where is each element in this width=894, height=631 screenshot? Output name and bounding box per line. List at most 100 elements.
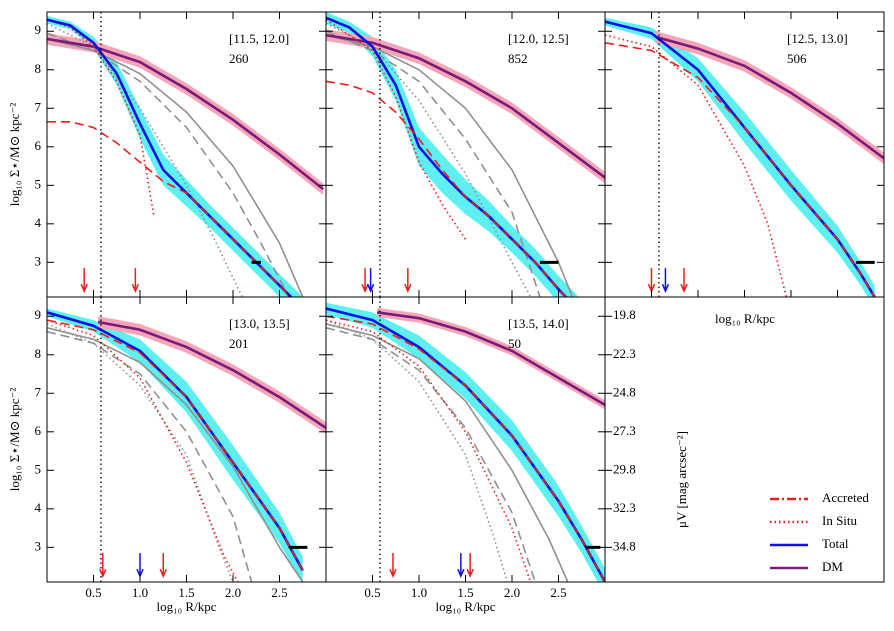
y2-tick-label: 32.3 [613,500,636,515]
x-tick-label: 2.5 [271,585,287,600]
x-tick-label: 2.5 [550,585,566,600]
arrow [680,268,688,294]
x-tick-label: 2.0 [504,585,520,600]
y-tick-label: 3 [35,538,42,553]
panel-label: [13.0, 13.5] [229,316,290,331]
band [326,302,605,582]
y-tick-label: 7 [35,99,42,114]
panel-plot [47,308,326,582]
series-line [326,16,568,297]
series-line [47,38,304,297]
x-tick-label: 0.5 [85,585,101,600]
x-axis-label: log₁₀ R/kpc [715,311,775,326]
y-axis-label: log₁₀ Σ⋆/M⊙ kpc⁻² [7,388,22,492]
series-line [47,327,304,582]
arrow [647,268,656,294]
band [47,308,303,582]
panel-frame [604,296,885,583]
panel-count: 260 [229,51,249,66]
series-line [326,80,568,297]
legend-label: Accreted [822,490,869,505]
y2-axis-label: μV [mag arcsec⁻²] [674,431,689,528]
series-line [326,323,569,582]
arrow [361,268,369,294]
series-line [326,30,541,297]
series-line [47,323,234,582]
x-axis-label: log₁₀ R/kpc [157,599,217,614]
series-line [326,19,467,240]
panel-plot [326,302,605,582]
x-tick-label: 2.0 [225,585,241,600]
legend-label: Total [822,536,849,551]
band [326,29,605,184]
series-line [326,307,605,582]
arrow [131,268,140,294]
y-tick-label: 5 [35,461,42,476]
series-line [97,320,326,430]
series-line [47,311,304,572]
series-line [326,319,509,582]
series-line [47,120,293,297]
series-line [376,311,605,406]
series-line [47,330,253,582]
series-line [326,327,537,582]
panel-plot [605,17,884,297]
x-tick-label: 1.5 [178,585,194,600]
series-line [326,319,532,582]
panel-label: [13.5, 14.0] [508,316,569,331]
series-line [326,315,605,582]
y-tick-label: 8 [35,61,42,76]
panel-count: 506 [787,51,807,66]
y-tick-label: 3 [35,253,42,268]
legend-label: DM [822,559,843,574]
y-tick-label: 6 [35,423,42,438]
series-line [326,22,532,297]
band [98,316,326,434]
panel-plot [47,15,325,297]
arrow [80,268,88,294]
y-tick-label: 4 [35,500,42,515]
arrow [457,553,465,579]
band [47,15,303,297]
legend-label: In Situ [822,513,858,528]
y2-tick-label: 34.8 [613,538,636,553]
y2-tick-label: 19.8 [613,307,636,322]
y-tick-label: 8 [35,346,42,361]
arrow [136,553,144,579]
arrow [404,268,412,294]
x-tick-label: 0.5 [364,585,380,600]
band [377,307,605,410]
panel-count: 50 [508,336,521,351]
x-tick-label: 1.0 [132,585,148,600]
arrow [99,553,107,579]
arrow [389,553,397,579]
x-tick-label: 1.5 [457,585,473,600]
panel-label: [12.0, 12.5] [508,31,569,46]
x-axis-label: log₁₀ R/kpc [436,599,496,614]
y-tick-label: 5 [35,176,42,191]
panel-frame [325,296,606,583]
y2-tick-label: 24.8 [613,384,636,399]
series-line [605,42,876,297]
panel-label: [11.5, 12.0] [229,31,289,46]
y-tick-label: 9 [35,22,42,37]
panel-frame [325,11,606,298]
y-axis-label: log₁₀ Σ⋆/M⊙ kpc⁻² [7,103,22,207]
y-tick-label: 9 [35,307,42,322]
series-line [47,37,325,191]
series-line [47,18,293,297]
series-line [47,319,304,571]
arrow [661,268,670,294]
band [47,33,324,195]
arrow [466,553,474,579]
y-tick-label: 4 [35,215,42,230]
y-tick-label: 6 [35,138,42,153]
y-tick-label: 7 [35,384,42,399]
y2-tick-label: 22.3 [613,346,636,361]
series-line [47,319,239,582]
panel-count: 852 [508,51,528,66]
y2-tick-label: 27.3 [613,423,636,438]
y2-tick-label: 29.8 [613,461,636,476]
x-tick-label: 1.0 [411,585,427,600]
